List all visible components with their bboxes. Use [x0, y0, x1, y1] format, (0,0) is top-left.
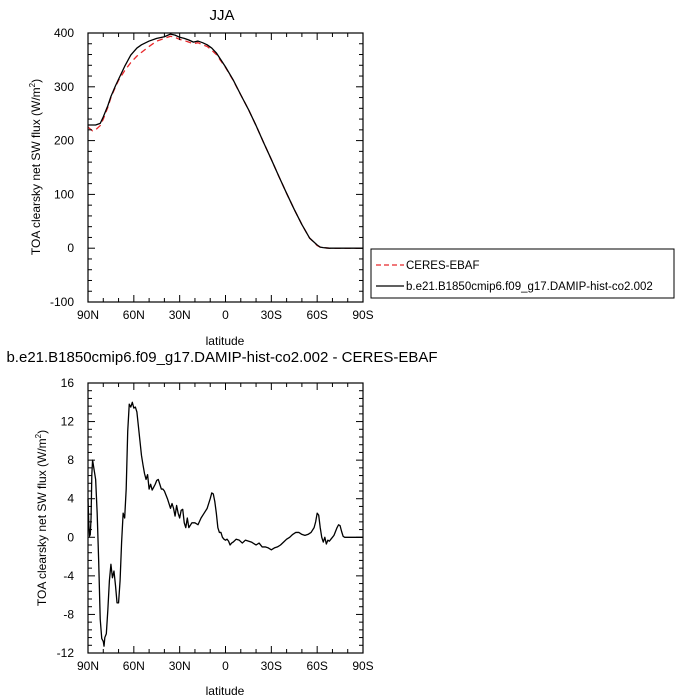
- top-ytick-label: 0: [67, 241, 74, 255]
- bottom-series-line-0: [87, 401, 363, 647]
- bottom-chart: b.e21.B1850cmip6.f09_g17.DAMIP-hist-co2.…: [6, 349, 437, 698]
- top-chart-frame: [87, 32, 364, 303]
- bottom-ytick-label: -12: [57, 646, 75, 660]
- bottom-chart-ytick-labels: -12 -8 -4 0 4 8 12 16: [57, 376, 75, 660]
- legend-label-model: b.e21.B1850cmip6.f09_g17.DAMIP-hist-co2.…: [406, 281, 653, 293]
- bottom-xtick-label: 90S: [352, 659, 373, 673]
- legend-box: [370, 248, 675, 299]
- bottom-chart-frame: [87, 382, 364, 654]
- top-chart-ticks: [87, 32, 364, 303]
- bottom-ytick-label: 0: [67, 530, 74, 544]
- bottom-ytick-label: 4: [67, 492, 74, 506]
- top-chart-title: JJA: [209, 7, 234, 24]
- legend-label-ceres: CERES-EBAF: [406, 260, 480, 272]
- bottom-ytick-label: 16: [61, 376, 75, 390]
- bottom-xtick-label: 0: [222, 659, 229, 673]
- top-xtick-label: 60N: [123, 308, 145, 322]
- bottom-ytick-label: 8: [67, 453, 74, 467]
- top-xtick-label: 30N: [169, 308, 191, 322]
- top-chart-ylabel: TOA clearsky net SW flux (W/m2): [28, 79, 43, 255]
- top-chart-ytick-labels: -100 0 100 200 300 400: [50, 26, 74, 309]
- bottom-chart-ticks: [87, 382, 364, 654]
- top-chart-xlabel: latitude: [206, 334, 245, 348]
- bottom-ytick-label: -4: [63, 569, 74, 583]
- bottom-chart-xtick-labels: 90N 60N 30N 0 30S 60S 90S: [77, 659, 374, 673]
- bottom-xtick-label: 90N: [77, 659, 99, 673]
- top-chart-series: [87, 33, 363, 249]
- top-xtick-label: 30S: [261, 308, 282, 322]
- bottom-xtick-label: 60S: [307, 659, 328, 673]
- top-ytick-label: 400: [54, 26, 74, 40]
- top-xtick-label: 0: [222, 308, 229, 322]
- top-chart-xtick-labels: 90N 60N 30N 0 30S 60S 90S: [77, 308, 374, 322]
- top-ytick-label: -100: [50, 295, 74, 309]
- top-ytick-label: 200: [54, 134, 74, 148]
- bottom-xtick-label: 30S: [261, 659, 282, 673]
- bottom-chart-ylabel: TOA clearsky net SW flux (W/m2): [34, 430, 49, 606]
- top-xtick-label: 60S: [307, 308, 328, 322]
- bottom-ytick-label: -8: [63, 607, 74, 621]
- bottom-chart-title: b.e21.B1850cmip6.f09_g17.DAMIP-hist-co2.…: [6, 349, 437, 366]
- bottom-xtick-label: 30N: [169, 659, 191, 673]
- top-xtick-label: 90N: [77, 308, 99, 322]
- bottom-xtick-label: 60N: [123, 659, 145, 673]
- top-chart: JJA 90N 60N 30N 0 30S 60S 90S -100 0 100…: [28, 7, 374, 348]
- bottom-chart-xlabel: latitude: [206, 684, 245, 698]
- bottom-chart-series: [87, 401, 363, 647]
- top-series-line-1: [88, 33, 363, 249]
- top-chart-legend: CERES-EBAF b.e21.B1850cmip6.f09_g17.DAMI…: [370, 248, 675, 299]
- top-xtick-label: 90S: [352, 308, 373, 322]
- top-ytick-label: 300: [54, 80, 74, 94]
- bottom-ytick-label: 12: [61, 415, 75, 429]
- top-ytick-label: 100: [54, 187, 74, 201]
